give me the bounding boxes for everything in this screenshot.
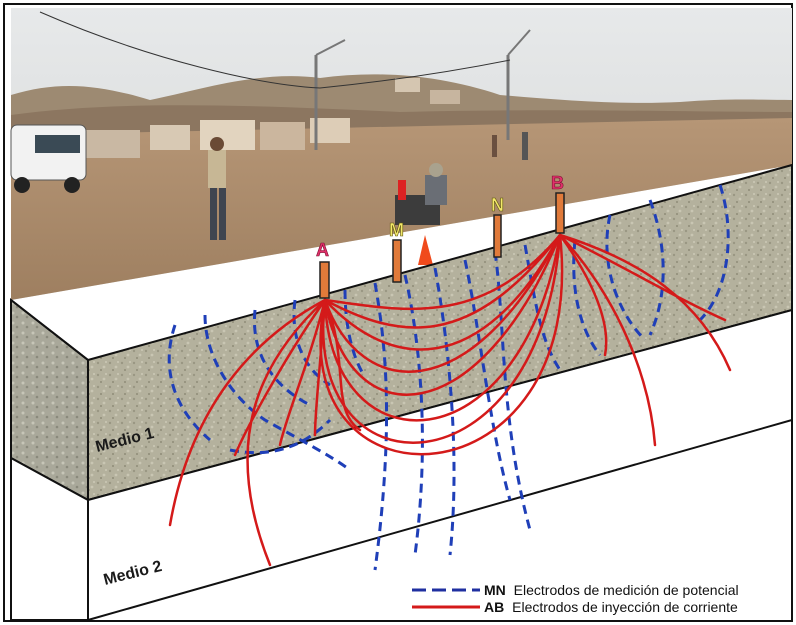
current-line <box>558 233 727 322</box>
current-line <box>233 298 327 457</box>
label-M: M <box>389 220 404 240</box>
electrode-A <box>319 261 330 299</box>
current-line <box>323 233 562 422</box>
current-lines <box>168 233 732 567</box>
electrode-B <box>555 192 565 234</box>
current-line <box>319 233 564 456</box>
current-line <box>278 298 327 447</box>
label-A: A <box>316 240 329 260</box>
potential-line <box>698 184 730 322</box>
legend-ab-code: AB <box>484 599 504 615</box>
current-line <box>323 233 562 373</box>
potential-line <box>403 274 424 556</box>
current-line <box>246 298 327 567</box>
traffic-cone <box>418 235 433 265</box>
label-B: B <box>551 173 564 193</box>
current-line <box>558 233 732 372</box>
current-line <box>168 298 327 527</box>
power-wire <box>39 11 511 89</box>
electrode-M <box>392 239 402 283</box>
current-line <box>323 233 562 396</box>
current-line <box>323 233 562 351</box>
photo-scene <box>10 8 792 300</box>
electrode-N <box>493 214 502 258</box>
current-line <box>558 233 657 447</box>
potential-line <box>605 214 647 342</box>
potential-line <box>648 199 665 336</box>
current-line <box>322 233 562 444</box>
legend: MN Electrodos de medición de potencial A… <box>412 582 739 615</box>
potential-line <box>523 244 562 371</box>
current-line <box>323 233 562 329</box>
distant-person <box>492 135 497 157</box>
potential-line <box>433 267 456 556</box>
potential-line <box>463 259 512 501</box>
potential-line <box>229 418 332 455</box>
current-line <box>323 233 562 311</box>
potential-line <box>493 251 532 531</box>
current-line <box>558 233 608 357</box>
svg-text:AB Electrodos de inyecci: AB Electrodos de inyección de corriente <box>484 599 738 615</box>
potential-line <box>292 299 331 387</box>
distant-person-2 <box>522 132 528 160</box>
medio2-front-face <box>87 308 793 622</box>
van <box>10 124 87 193</box>
legend-mn-text: Electrodos de medición de potencial <box>514 582 739 598</box>
legend-ab-text: Electrodos de inyección de corriente <box>512 599 738 615</box>
current-line <box>323 298 362 432</box>
potential-line <box>203 314 351 472</box>
svg-text:MN Electrodos de medició: MN Electrodos de medición de potencial <box>484 582 739 598</box>
label-N: N <box>491 195 504 215</box>
operator-seated <box>395 163 447 225</box>
potential-line <box>343 289 364 373</box>
legend-mn-code: MN <box>484 582 506 598</box>
person-standing <box>208 137 226 240</box>
